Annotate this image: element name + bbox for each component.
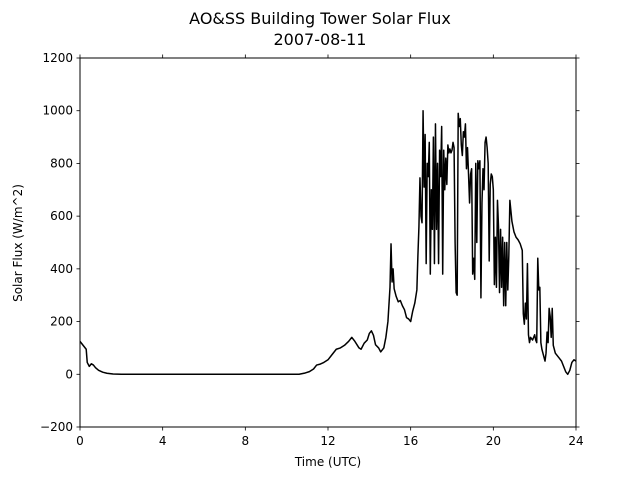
y-tick-label: 0 <box>65 367 73 381</box>
x-axis-label: Time (UTC) <box>294 455 361 469</box>
y-tick-label: 600 <box>50 209 73 223</box>
chart-subtitle: 2007-08-11 <box>274 30 367 49</box>
x-tick-label: 4 <box>159 434 167 448</box>
y-tick-label: −200 <box>40 420 73 434</box>
y-tick-label: 200 <box>50 315 73 329</box>
x-tick-label: 20 <box>486 434 501 448</box>
data-layer <box>79 109 577 376</box>
x-tick-label: 0 <box>76 434 84 448</box>
y-axis-ticks: −200 0 200 400 600 800 1000 1200 <box>40 51 580 434</box>
solar-flux-line <box>79 109 577 376</box>
x-tick-label: 12 <box>320 434 335 448</box>
y-tick-label: 1000 <box>42 104 73 118</box>
x-tick-label: 8 <box>242 434 250 448</box>
plot-frame <box>79 57 577 428</box>
y-axis-label: Solar Flux (W/m^2) <box>11 184 25 302</box>
y-tick-label: 1200 <box>42 51 73 65</box>
x-tick-label: 24 <box>568 434 583 448</box>
x-axis-ticks: 0 4 8 12 16 20 24 <box>76 54 584 448</box>
y-tick-label: 400 <box>50 262 73 276</box>
y-tick-label: 800 <box>50 156 73 170</box>
x-tick-label: 16 <box>403 434 418 448</box>
chart-title: AO&SS Building Tower Solar Flux <box>189 9 451 28</box>
